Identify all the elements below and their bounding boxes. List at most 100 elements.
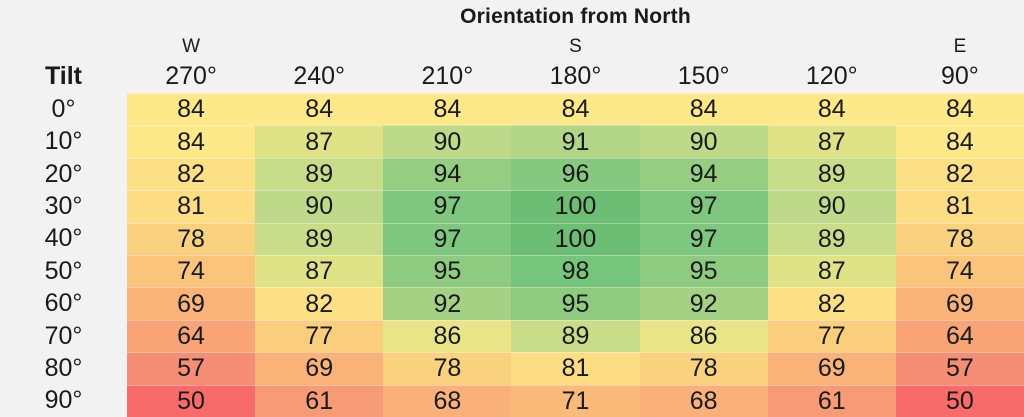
heatmap-cell: 84 <box>895 93 1024 126</box>
table-row: 10° 84 87 90 91 90 87 84 <box>0 125 1024 158</box>
heatmap-cell: 57 <box>127 352 256 385</box>
table-row: 40° 78 89 97 100 97 89 78 <box>0 222 1024 256</box>
heatmap-cell: 69 <box>767 352 896 385</box>
heatmap-cell: 61 <box>767 384 896 417</box>
heatmap-cell: 96 <box>511 157 640 191</box>
row-label: 0° <box>51 94 76 123</box>
table-row: 20° 82 89 94 96 94 89 82 <box>0 157 1024 191</box>
table-row: 30° 81 90 97 100 97 90 81 <box>0 190 1024 223</box>
heatmap-cell: 87 <box>255 125 384 158</box>
heatmap-cell: 95 <box>383 255 512 288</box>
direction-row-spacer <box>0 34 127 60</box>
heatmap-cell: 82 <box>895 157 1024 191</box>
heatmap-cell: 74 <box>127 255 256 288</box>
direction-label-s: S <box>569 36 582 57</box>
heatmap-cell: 57 <box>895 352 1024 385</box>
heatmap-cell: 78 <box>127 222 256 256</box>
heatmap-cell: 87 <box>767 255 896 288</box>
direction-label-empty <box>768 34 896 60</box>
heatmap-body: 0° 84 84 84 84 84 84 84 10° 84 87 90 91 90 87 84 20° 82 89… <box>0 93 1024 417</box>
row-label: 10° <box>44 127 83 156</box>
heatmap-cell: 84 <box>255 93 384 126</box>
direction-label-w: W <box>182 36 201 57</box>
table-row: 0° 84 84 84 84 84 84 84 <box>0 93 1024 126</box>
heatmap-cell: 78 <box>639 352 768 385</box>
heatmap-cell: 98 <box>511 255 640 288</box>
heatmap-cell: 68 <box>639 384 768 417</box>
heatmap-cell: 94 <box>383 157 512 191</box>
heatmap-cell: 90 <box>767 190 896 223</box>
heatmap-cell: 97 <box>383 222 512 256</box>
column-header: 90° <box>941 62 979 90</box>
table-row: 80° 57 69 78 81 78 69 57 <box>0 352 1024 385</box>
heatmap-cell: 78 <box>383 352 512 385</box>
heatmap-cell: 50 <box>895 384 1024 417</box>
table-row: 70° 64 77 86 89 86 77 64 <box>0 319 1024 353</box>
heatmap-cell: 81 <box>511 352 640 385</box>
heatmap-cell: 68 <box>383 384 512 417</box>
heatmap-cell: 95 <box>639 255 768 288</box>
table-row: 50° 74 87 95 98 95 87 74 <box>0 255 1024 288</box>
heatmap-cell: 97 <box>383 190 512 223</box>
heatmap-cell: 92 <box>639 287 768 320</box>
heatmap-cell: 82 <box>127 157 256 191</box>
heatmap-cell: 86 <box>383 319 512 353</box>
heatmap-cell: 89 <box>767 157 896 191</box>
column-header: 120° <box>805 62 858 90</box>
heatmap-cell: 74 <box>895 255 1024 288</box>
heatmap-cell: 87 <box>767 125 896 158</box>
heatmap-cell: 100 <box>511 190 640 223</box>
heatmap-cell: 89 <box>767 222 896 256</box>
column-header: 210° <box>421 62 474 90</box>
column-header: 270° <box>165 62 217 90</box>
heatmap-cell: 77 <box>255 319 384 353</box>
heatmap-cell: 94 <box>639 157 768 191</box>
heatmap-cell: 90 <box>255 190 384 223</box>
heatmap-cell: 82 <box>255 287 384 320</box>
heatmap-cell: 50 <box>127 384 256 417</box>
heatmap-cell: 86 <box>639 319 768 353</box>
heatmap-cell: 84 <box>127 125 256 158</box>
heatmap-cell: 81 <box>895 190 1024 223</box>
heatmap-cell: 89 <box>255 157 384 191</box>
heatmap-cell: 81 <box>127 190 256 223</box>
row-label: 90° <box>44 386 83 415</box>
heatmap-cell: 100 <box>511 222 640 256</box>
column-header: 150° <box>677 62 730 90</box>
heatmap-cell: 84 <box>895 125 1024 158</box>
heatmap-cell: 89 <box>511 319 640 353</box>
table-row: 90° 50 61 68 71 68 61 50 <box>0 384 1024 417</box>
row-label: 70° <box>44 321 83 350</box>
heatmap-cell: 92 <box>383 287 512 320</box>
heatmap-cell: 84 <box>127 93 256 126</box>
tilt-corner-label: Tilt <box>44 62 83 90</box>
column-header: 240° <box>293 62 346 90</box>
heatmap-cell: 97 <box>639 190 768 223</box>
direction-label-empty <box>383 34 511 60</box>
heatmap-cell: 84 <box>383 93 512 126</box>
row-label: 60° <box>44 289 83 318</box>
heatmap-cell: 90 <box>639 125 768 158</box>
column-header-row: Tilt 270° 240° 210° 180° 150° 120° 90° <box>0 60 1024 93</box>
row-label: 20° <box>44 159 83 188</box>
heatmap-cell: 61 <box>255 384 384 417</box>
heatmap-cell: 97 <box>639 222 768 256</box>
direction-label-empty <box>640 34 768 60</box>
row-label: 50° <box>44 256 83 285</box>
row-label: 30° <box>44 191 83 220</box>
heatmap-cell: 91 <box>511 125 640 158</box>
table-row: 60° 69 82 92 95 92 82 69 <box>0 287 1024 320</box>
heatmap-cell: 84 <box>639 93 768 126</box>
heatmap-cell: 69 <box>895 287 1024 320</box>
row-label: 80° <box>44 353 83 382</box>
heatmap-cell: 84 <box>511 93 640 126</box>
direction-label-empty <box>255 34 383 60</box>
chart-title: Orientation from North <box>460 5 691 28</box>
direction-label-e: E <box>953 36 967 57</box>
heatmap-cell: 77 <box>767 319 896 353</box>
heatmap-cell: 95 <box>511 287 640 320</box>
column-header: 180° <box>549 62 602 90</box>
chart-title-row: Orientation from North <box>127 0 1024 34</box>
